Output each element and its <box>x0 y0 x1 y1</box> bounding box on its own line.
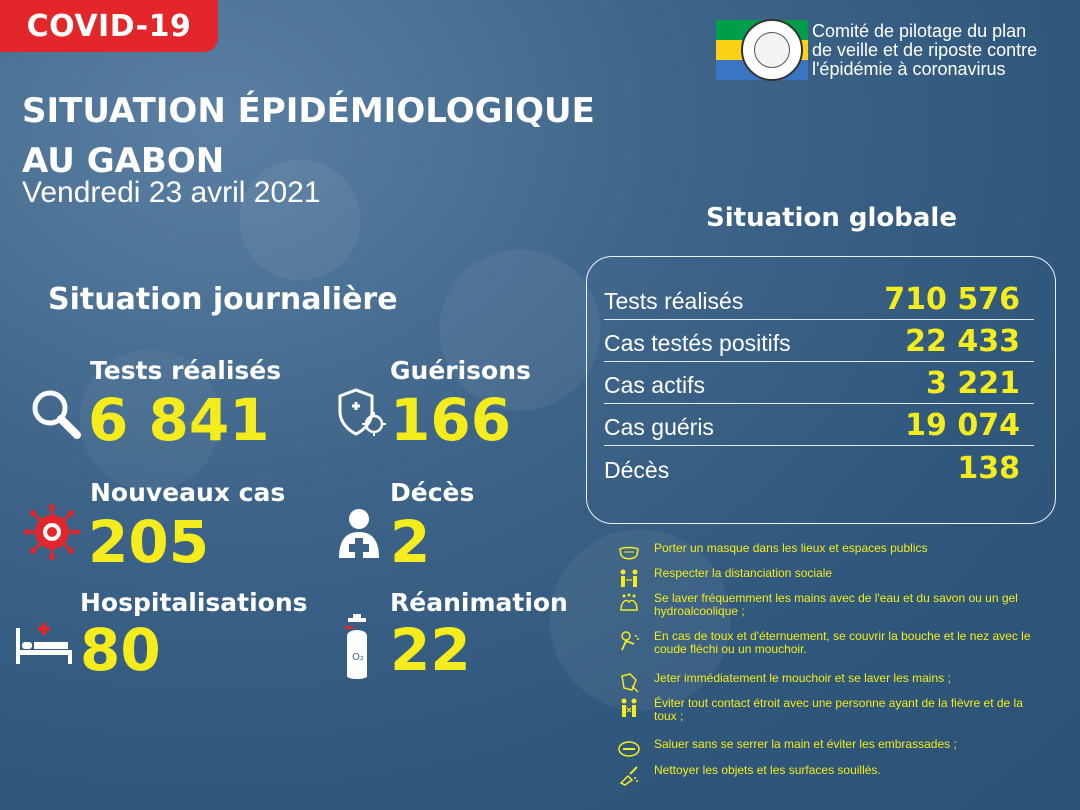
global-row: Décès 138 <box>604 446 1034 488</box>
advice-text: Respecter la distanciation sociale <box>654 566 833 580</box>
advice-text: Se laver fréquemment les mains avec de l… <box>654 591 1018 618</box>
healed-label: Guérisons <box>390 356 531 385</box>
no-handshake-icon <box>618 741 640 757</box>
page-title: SITUATION ÉPIDÉMIOLOGIQUE AU GABON <box>22 86 595 186</box>
advice-text: Nettoyer les objets et les surfaces soui… <box>654 763 881 777</box>
committee-name: Comité de pilotage du plan de veille et … <box>812 21 1038 79</box>
global-row-label: Cas actifs <box>604 372 705 398</box>
advice-text: Saluer sans se serrer la main et éviter … <box>654 737 957 751</box>
icu-value: 22 <box>390 616 471 684</box>
mask-icon <box>619 546 639 560</box>
person-cross-icon <box>339 509 379 558</box>
global-row-label: Tests réalisés <box>604 288 744 314</box>
global-row-label: Cas guéris <box>604 414 714 440</box>
new-cases-value: 205 <box>88 508 210 576</box>
global-row-value: 138 <box>957 451 1020 486</box>
healed-value: 166 <box>390 386 512 454</box>
virus-icon <box>24 504 80 560</box>
covid-tag: COVID-19 <box>0 0 218 52</box>
gabon-emblem-logo <box>716 19 808 81</box>
hospital-label: Hospitalisations <box>80 588 308 617</box>
global-row: Tests réalisés 710 576 <box>604 278 1034 320</box>
global-row: Cas guéris 19 074 <box>604 404 1034 446</box>
cough-icon <box>621 631 639 651</box>
global-row-value: 710 576 <box>884 282 1020 317</box>
advice-text: Jeter immédiatement le mouchoir et se la… <box>654 671 951 685</box>
hospital-bed-icon <box>16 623 72 664</box>
page-title-line1: SITUATION ÉPIDÉMIOLOGIQUE <box>22 91 595 131</box>
magnifier-icon <box>32 390 81 439</box>
global-row-value: 22 433 <box>905 324 1020 359</box>
svg-text:O₂: O₂ <box>352 652 364 663</box>
advice-text: Porter un masque dans les lieux et espac… <box>654 541 928 555</box>
global-row-label: Décès <box>604 457 670 483</box>
global-table <box>586 256 1056 524</box>
global-heading: Situation globale <box>706 203 957 233</box>
deaths-value: 2 <box>390 508 431 576</box>
republic-seal-icon <box>741 19 803 81</box>
global-row: Cas actifs 3 221 <box>604 362 1034 404</box>
advice-text: En cas de toux et d'éternuement, se couv… <box>654 629 1031 656</box>
oxygen-tank-icon: O₂ <box>345 614 367 679</box>
icu-label: Réanimation <box>390 588 568 617</box>
shield-virus-icon <box>338 388 386 436</box>
distancing-icon <box>620 569 638 587</box>
global-row-label: Cas testés positifs <box>604 330 791 356</box>
new-cases-label: Nouveaux cas <box>90 478 286 507</box>
deaths-label: Décès <box>390 478 475 507</box>
report-date: Vendredi 23 avril 2021 <box>22 176 321 209</box>
global-row-value: 3 221 <box>926 366 1020 401</box>
covid-tag-label: COVID-19 <box>26 8 192 44</box>
hand-wash-icon <box>620 593 638 611</box>
page-title-line2: AU GABON <box>22 141 225 181</box>
tissue-icon <box>621 673 639 693</box>
avoid-contact-icon <box>621 698 637 717</box>
hospital-value: 80 <box>80 616 161 684</box>
daily-heading: Situation journalière <box>48 282 398 317</box>
advice-text: Éviter tout contact étroit avec une pers… <box>654 696 1023 723</box>
cleaning-icon <box>619 766 638 786</box>
tests-label: Tests réalisés <box>90 356 282 385</box>
tests-value: 6 841 <box>88 386 270 454</box>
global-row: Cas testés positifs 22 433 <box>604 320 1034 362</box>
global-row-value: 19 074 <box>905 408 1020 443</box>
